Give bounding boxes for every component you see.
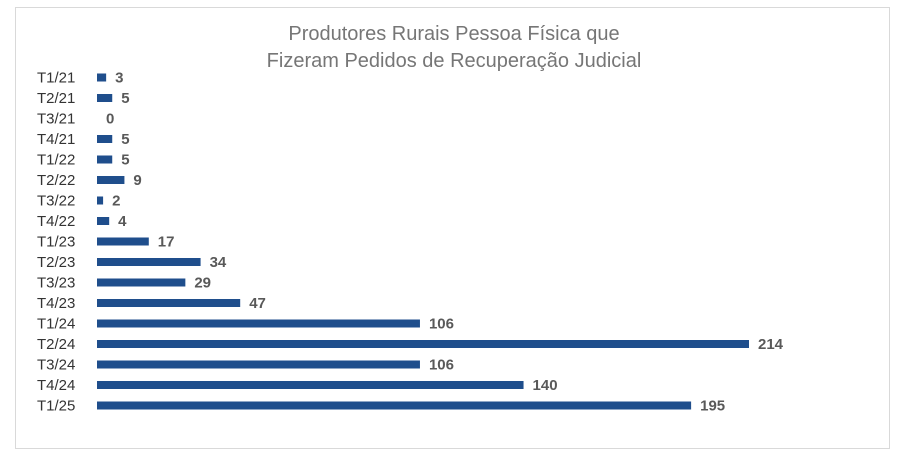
bar	[97, 278, 186, 287]
bar	[97, 381, 524, 389]
category-label: T1/25	[37, 398, 75, 415]
value-label: 214	[758, 336, 784, 353]
chart-title-line-1: Produtores Rurais Pessoa Física que	[288, 23, 620, 45]
category-label: T3/21	[37, 111, 75, 128]
category-label: T4/24	[37, 377, 75, 394]
value-label: 47	[249, 295, 266, 312]
category-label: T2/24	[37, 336, 75, 353]
category-label: T4/23	[37, 295, 75, 312]
value-label: 17	[158, 234, 175, 251]
bar	[97, 401, 692, 410]
chart-title-line-2: Fizeram Pedidos de Recuperação Judicial	[266, 50, 642, 72]
category-label: T1/23	[37, 234, 75, 251]
category-label: T3/24	[37, 357, 75, 374]
value-label: 195	[700, 398, 725, 415]
value-label: 5	[121, 90, 129, 107]
value-label: 106	[429, 316, 454, 333]
value-label: 9	[133, 172, 141, 189]
category-label: T4/22	[37, 213, 75, 230]
category-label: T2/23	[37, 254, 75, 271]
bar	[97, 217, 110, 225]
bar	[97, 299, 241, 307]
value-label: 4	[118, 213, 127, 230]
value-label: 106	[429, 357, 454, 374]
category-label: T2/22	[37, 172, 75, 189]
bar	[97, 360, 420, 369]
bar	[97, 94, 113, 102]
category-label: T1/21	[37, 70, 75, 87]
category-label: T4/21	[37, 131, 75, 148]
bar	[97, 155, 113, 164]
value-label: 5	[121, 131, 129, 148]
bar	[97, 196, 104, 205]
category-label: T3/22	[37, 193, 75, 210]
category-label: T2/21	[37, 90, 75, 107]
category-label: T3/23	[37, 275, 75, 292]
chart-frame	[15, 7, 890, 449]
bar	[97, 176, 125, 184]
value-label: 3	[115, 70, 123, 87]
category-label: T1/24	[37, 316, 75, 333]
category-label: T1/22	[37, 152, 75, 169]
bar	[97, 258, 201, 266]
value-label: 5	[121, 152, 129, 169]
value-label: 2	[112, 193, 120, 210]
value-label: 140	[533, 377, 558, 394]
bar	[97, 135, 113, 143]
value-label: 34	[210, 254, 227, 271]
bar	[97, 319, 420, 328]
bar	[97, 237, 149, 246]
bar-chart: T1/21 3 T2/21 5 T3/21 0 T4/21 5 T1/22 5 T2/22 9 T3/2…	[37, 70, 784, 415]
value-label: 29	[194, 275, 211, 292]
bar	[97, 340, 749, 348]
value-label: 0	[106, 111, 114, 128]
bar	[97, 73, 107, 82]
